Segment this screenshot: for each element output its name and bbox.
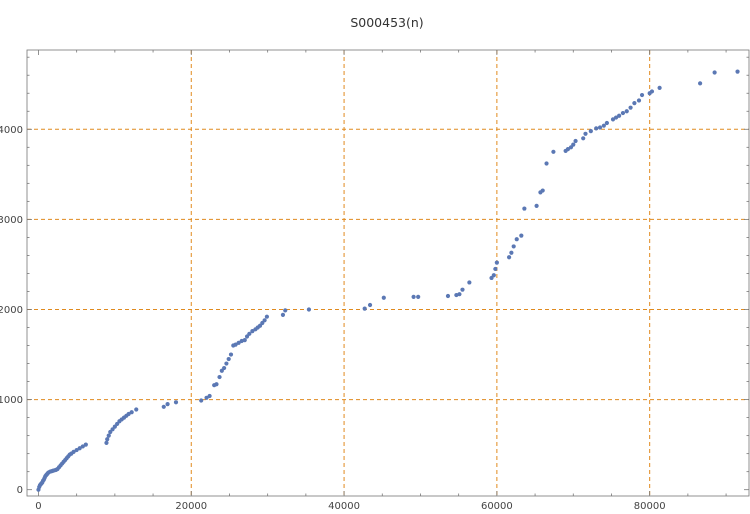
data-point	[129, 410, 134, 415]
data-point	[491, 273, 496, 278]
data-point	[445, 293, 451, 299]
data-point	[506, 255, 512, 260]
data-point	[735, 69, 740, 74]
data-point	[597, 125, 603, 130]
data-point	[74, 447, 79, 453]
data-point	[83, 442, 88, 447]
data-point	[583, 131, 588, 136]
data-point	[77, 446, 82, 451]
data-point	[80, 444, 85, 449]
data-point	[165, 401, 170, 407]
y-tick-label: 4000	[0, 125, 23, 136]
data-point	[106, 433, 111, 438]
data-point	[224, 361, 229, 366]
data-point	[519, 233, 524, 238]
data-point	[493, 266, 498, 272]
data-point	[509, 250, 514, 255]
data-point	[601, 123, 606, 128]
data-point	[522, 206, 527, 211]
data-point	[610, 117, 616, 122]
data-point	[306, 307, 312, 312]
data-point	[544, 161, 549, 166]
data-point	[534, 203, 539, 208]
data-point	[280, 312, 286, 317]
data-point	[594, 126, 599, 131]
data-point	[639, 92, 645, 98]
data-point	[242, 338, 247, 343]
data-point	[657, 85, 662, 90]
data-point	[228, 352, 234, 357]
data-points	[36, 69, 740, 492]
data-point	[126, 411, 131, 417]
y-tick-label: 3000	[0, 215, 23, 226]
data-point	[604, 120, 609, 126]
data-point	[71, 449, 76, 454]
data-point	[233, 342, 238, 347]
y-tick-label: 1000	[0, 395, 23, 406]
grid	[27, 50, 749, 496]
data-point	[217, 374, 222, 380]
y-tick-label: 2000	[0, 305, 23, 316]
data-point	[620, 110, 626, 116]
data-point	[199, 398, 204, 403]
data-point	[628, 105, 633, 110]
data-point	[104, 440, 109, 445]
data-point	[617, 113, 622, 118]
x-tick-label: 60000	[481, 501, 513, 512]
data-point	[460, 287, 465, 292]
x-tick-label: 0	[35, 501, 41, 512]
data-point	[467, 280, 472, 285]
data-point	[105, 437, 110, 442]
data-point	[367, 302, 373, 308]
chart-title: S000453(n)	[350, 15, 423, 30]
data-point	[283, 308, 288, 313]
x-tick-label: 80000	[634, 501, 666, 512]
data-point	[494, 260, 499, 265]
data-point	[222, 365, 227, 371]
data-point	[161, 404, 166, 409]
data-point	[214, 382, 219, 387]
data-point	[514, 237, 519, 242]
data-point	[588, 128, 593, 134]
x-tick-label: 40000	[328, 501, 360, 512]
data-point	[411, 294, 416, 299]
data-point	[565, 147, 571, 152]
data-point	[573, 138, 578, 144]
data-point	[226, 356, 231, 362]
data-point	[264, 314, 270, 319]
data-point	[173, 400, 179, 405]
data-point	[571, 142, 576, 147]
data-point	[250, 329, 255, 334]
data-point	[712, 70, 717, 75]
x-tick-label: 20000	[175, 501, 207, 512]
data-point	[624, 109, 629, 114]
data-point	[204, 395, 209, 400]
data-point	[362, 306, 367, 311]
data-point	[511, 244, 516, 249]
data-point	[247, 331, 252, 336]
data-point	[698, 81, 703, 86]
data-point	[416, 294, 421, 299]
data-point	[207, 393, 212, 399]
axis-ticks: 0 20000 40000 60000 80000 0 1000 2000 3000 4000	[0, 50, 749, 512]
data-point	[236, 340, 241, 345]
data-point	[457, 292, 462, 297]
data-point	[636, 98, 642, 103]
data-point	[632, 101, 637, 106]
data-point	[134, 407, 139, 412]
y-tick-label: 0	[17, 485, 23, 496]
data-point	[581, 136, 586, 141]
data-point	[381, 295, 386, 300]
plot-frame	[26, 49, 750, 497]
data-point	[613, 115, 619, 120]
data-point	[551, 149, 556, 154]
data-point	[262, 318, 267, 323]
data-point	[649, 89, 655, 94]
data-point	[540, 188, 545, 193]
